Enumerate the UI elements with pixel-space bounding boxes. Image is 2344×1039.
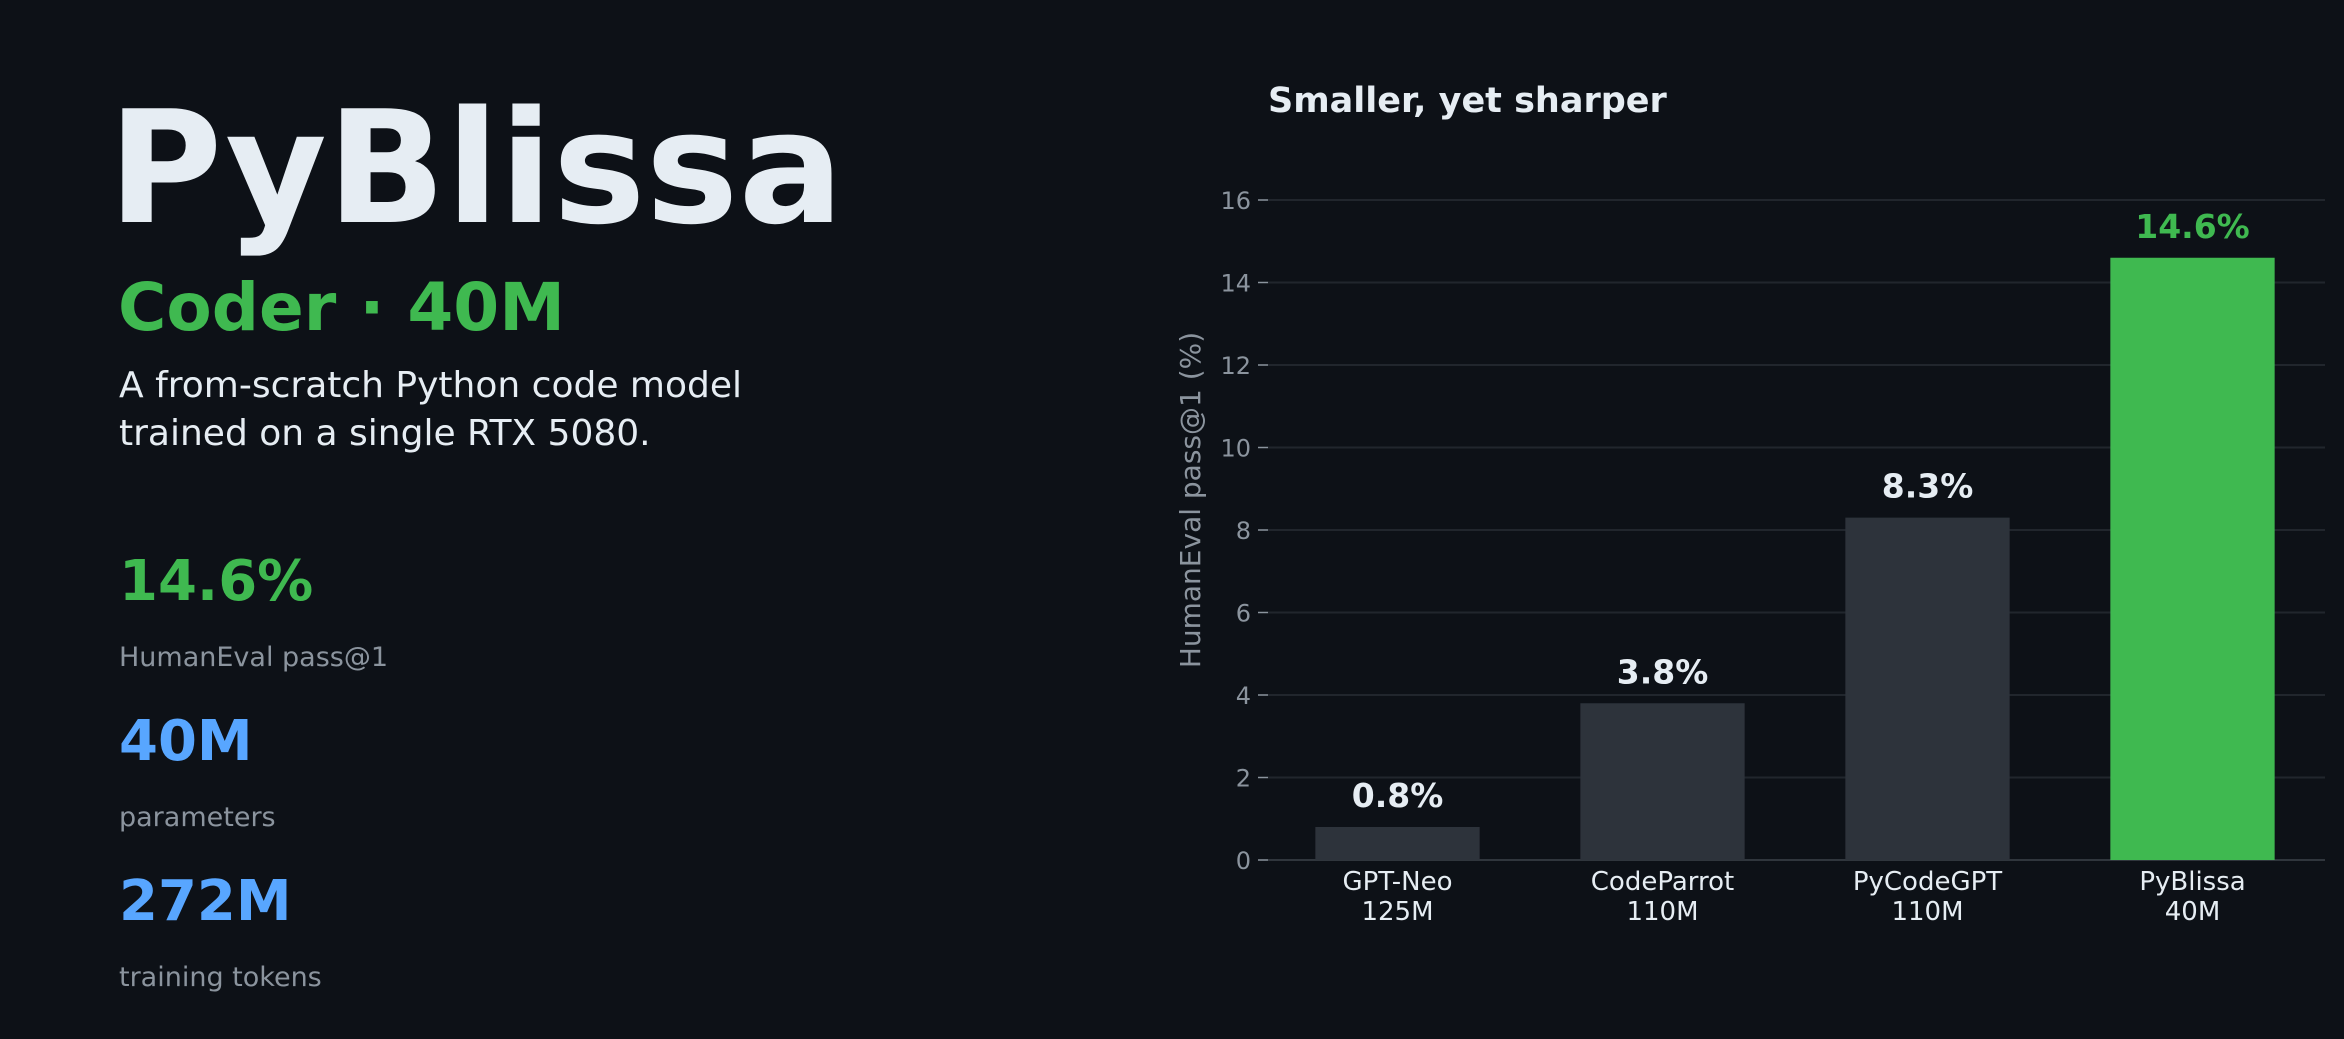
y-tick-label: 14 <box>1220 270 1251 298</box>
x-tick-label: PyBlissa 40M <box>2139 867 2245 927</box>
x-tick-label-line: GPT-Neo <box>1342 867 1452 897</box>
bar <box>1315 827 1480 860</box>
x-tick-label: PyCodeGPT 110M <box>1853 867 2002 927</box>
y-tick-label: 16 <box>1220 187 1251 215</box>
chart-title: Smaller, yet sharper <box>1268 81 1668 121</box>
bar <box>2110 257 2275 860</box>
x-tick-label-line: 125M <box>1361 897 1433 927</box>
hero-description: trained on a single RTX 5080. <box>119 413 651 454</box>
x-tick-label-line: 110M <box>1891 897 1963 927</box>
y-axis-label: HumanEval pass@1 (%) <box>1174 332 1207 668</box>
y-tick-label: 10 <box>1220 435 1251 463</box>
value-label: 3.8% <box>1617 652 1709 691</box>
x-tick-label: GPT-Neo 125M <box>1342 867 1452 927</box>
stat-value: 40M <box>119 709 253 774</box>
stat-value: 272M <box>119 869 292 934</box>
x-tick-label: CodeParrot 110M <box>1591 867 1734 927</box>
x-tick-label-line: CodeParrot <box>1591 867 1734 897</box>
y-tick-label: 6 <box>1236 600 1251 628</box>
hero-subtitle: Coder · 40M <box>118 269 565 346</box>
x-tick-label-line: 110M <box>1626 897 1698 927</box>
hero-description: A from-scratch Python code model <box>119 365 742 406</box>
bar <box>1845 517 2010 860</box>
value-label: 14.6% <box>2135 207 2250 246</box>
y-tick-label: 12 <box>1220 352 1251 380</box>
y-tick-label: 0 <box>1236 847 1251 875</box>
y-tick-label: 2 <box>1236 765 1251 793</box>
hero-title: PyBlissa <box>108 77 844 259</box>
x-tick-label-line: 40M <box>2165 897 2221 927</box>
stat-value: 14.6% <box>119 549 313 614</box>
y-tick-label: 8 <box>1236 517 1251 545</box>
x-tick-label-line: PyBlissa <box>2139 867 2245 897</box>
value-label: 0.8% <box>1352 776 1444 815</box>
stat-label: training tokens <box>119 962 322 993</box>
bar <box>1580 703 1745 860</box>
stat-label: HumanEval pass@1 <box>119 642 388 673</box>
stat-label: parameters <box>119 802 276 833</box>
x-tick-label-line: PyCodeGPT <box>1853 867 2002 897</box>
value-label: 8.3% <box>1882 467 1974 506</box>
y-tick-label: 4 <box>1236 682 1251 710</box>
